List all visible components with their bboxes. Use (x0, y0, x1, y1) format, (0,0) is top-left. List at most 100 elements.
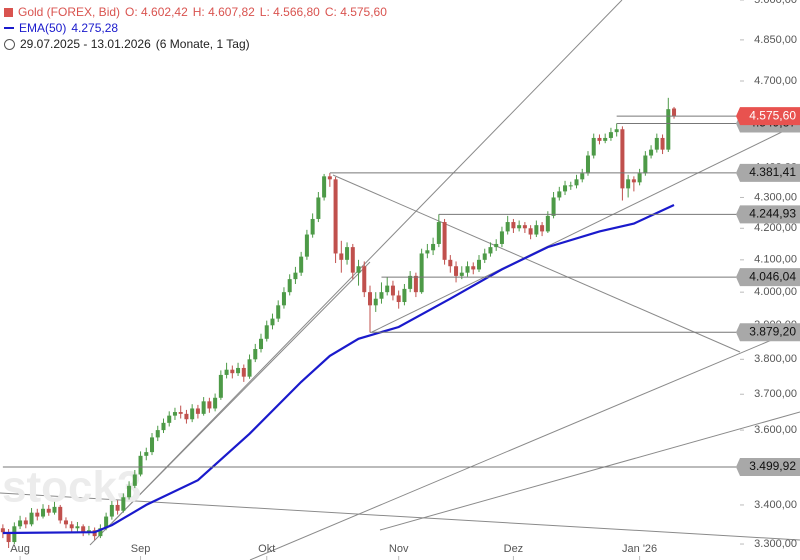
candle-body (442, 222, 447, 260)
candle-body (534, 225, 539, 235)
ema-name: EMA(50) (19, 21, 67, 35)
y-tick-label: 3.300,00 (754, 538, 797, 550)
instrument: Gold (FOREX, Bid) (18, 5, 121, 19)
legend: Gold (FOREX, Bid) O: 4.602,42 H: 4.607,8… (4, 4, 387, 52)
candle-body (201, 401, 206, 414)
trend-line (111, 0, 623, 524)
candle-body (608, 132, 613, 138)
trend-line (0, 492, 800, 541)
x-tick-label: Jan '26 (622, 543, 657, 555)
candle-body (350, 247, 355, 273)
candle-body (367, 292, 373, 306)
candle-body (614, 129, 619, 133)
candle-body (104, 516, 109, 529)
watermark: stock3 (2, 463, 141, 512)
candle-body (545, 215, 550, 232)
period: (6 Monate, 1 Tag) (155, 37, 250, 51)
candle-body (654, 137, 659, 150)
candle-body (150, 437, 155, 453)
x-tick-label: Nov (389, 543, 409, 555)
candle-body (23, 520, 28, 525)
y-tick-label: 4.300,00 (754, 191, 797, 203)
close: C: 4.575,60 (324, 5, 387, 19)
candle-body (620, 129, 625, 189)
candle-body (505, 222, 510, 232)
clock-icon (4, 38, 15, 50)
candle-body (660, 137, 665, 150)
candle-body (178, 412, 183, 414)
candle-body (339, 253, 344, 260)
candle-body (373, 298, 378, 306)
candle-body (471, 266, 476, 270)
candle-body (631, 179, 636, 183)
trend-line (332, 174, 741, 353)
y-tick-label: 4.000,00 (754, 286, 797, 298)
candle-body (58, 506, 63, 521)
y-tick-label: 4.850,00 (754, 34, 797, 46)
level-box (736, 205, 800, 224)
candle-body (396, 295, 401, 303)
candle-body (264, 325, 269, 339)
y-tick-label: 3.400,00 (754, 499, 797, 511)
legend-row: 29.07.2025 - 13.01.2026 (6 Monate, 1 Tag… (4, 36, 387, 52)
candle-body (144, 452, 149, 456)
legend-swatch (4, 27, 14, 29)
candle-body (287, 279, 292, 293)
candle-body (402, 288, 407, 303)
candle-body (236, 367, 241, 374)
y-tick-label: 4.700,00 (754, 75, 797, 87)
x-tick-label: Sep (131, 543, 151, 555)
candle-body (672, 108, 677, 117)
candle-body (419, 253, 424, 293)
candle-body (52, 506, 57, 513)
y-tick-label: 3.600,00 (754, 424, 797, 436)
candle-body (46, 508, 51, 513)
candle-body (390, 285, 395, 296)
candle-body (167, 415, 172, 423)
candle-body (649, 149, 654, 156)
candle-body (345, 247, 350, 260)
legend-row: Gold (FOREX, Bid) O: 4.602,42 H: 4.607,8… (4, 4, 387, 20)
candle-body (557, 191, 562, 198)
ema-line (2, 204, 675, 535)
candle-body (568, 185, 573, 187)
x-tick-label: Aug (10, 543, 30, 555)
level-label: 4.244,93 (749, 207, 796, 221)
candle-body (591, 137, 596, 156)
candle-body (528, 228, 533, 235)
level-box (736, 268, 800, 287)
candle-body (81, 526, 86, 533)
candle-body (6, 532, 11, 543)
candle-body (224, 369, 229, 375)
x-tick-label: Dez (504, 543, 524, 555)
candle-body (213, 397, 218, 409)
candle-body (218, 374, 223, 398)
candle-body (299, 256, 304, 273)
candle-body (41, 508, 46, 517)
candle-body (276, 305, 281, 319)
candle-body (253, 349, 258, 360)
candle-body (322, 176, 327, 198)
candle-body (597, 137, 602, 141)
low: L: 4.566,80 (259, 5, 320, 19)
candle-body (121, 497, 126, 511)
candle-body (585, 155, 590, 174)
candle-body (408, 275, 413, 289)
x-tick-label: Okt (258, 543, 275, 555)
candle-body (207, 401, 212, 409)
legend-swatch (4, 7, 13, 17)
candle-body (316, 197, 321, 219)
candle-body (109, 504, 114, 517)
candle-body (327, 176, 332, 180)
trend-line (379, 411, 800, 531)
date-range: 29.07.2025 - 13.01.2026 (20, 37, 151, 51)
candle-body (63, 520, 68, 525)
candle-body (499, 231, 504, 244)
candle-body (259, 338, 264, 350)
candle-body (580, 173, 585, 180)
y-tick-label: 4.100,00 (754, 254, 797, 266)
candle-body (488, 247, 493, 254)
level-label: 4.381,41 (749, 165, 796, 179)
candle-body (190, 408, 195, 420)
candle-body (138, 455, 143, 475)
